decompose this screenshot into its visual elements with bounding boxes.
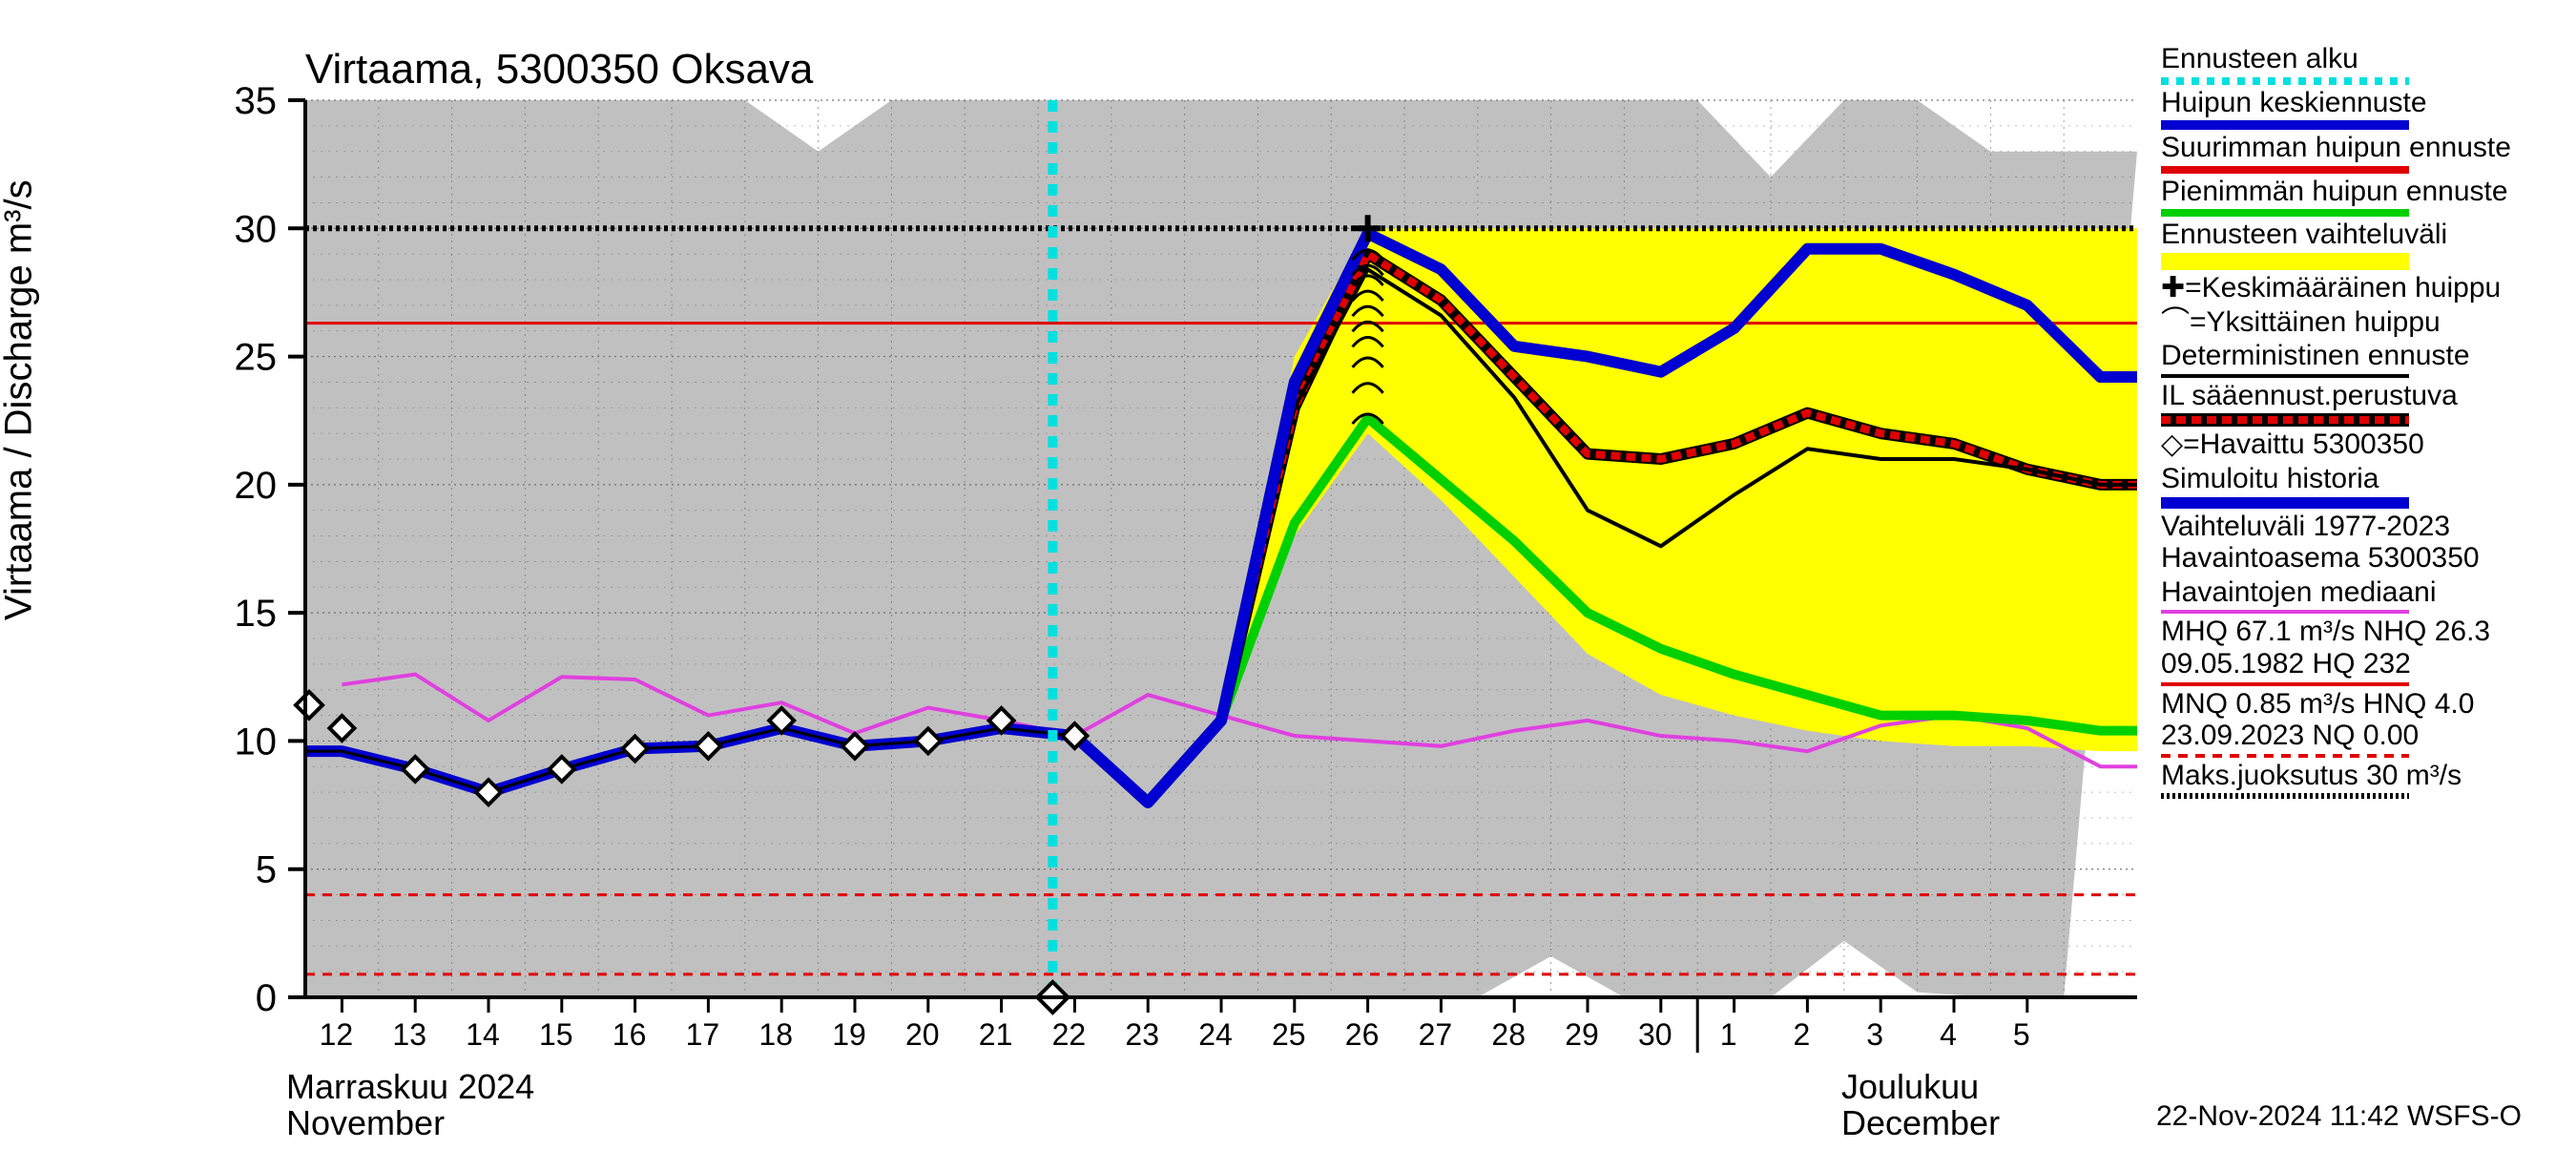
svg-text:35: 35 [235, 80, 278, 122]
svg-text:27: 27 [1419, 1017, 1453, 1052]
svg-text:25: 25 [235, 337, 278, 379]
svg-text:30: 30 [1638, 1017, 1672, 1052]
svg-text:21: 21 [979, 1017, 1013, 1052]
svg-text:15: 15 [539, 1017, 573, 1052]
svg-text:16: 16 [613, 1017, 647, 1052]
legend-entry: Ennusteen vaihteluväli [2161, 219, 2562, 270]
legend-entry: MNQ 0.85 m³/s HNQ 4.023.09.2023 NQ 0.00 [2161, 688, 2562, 758]
month1-en: November [286, 1105, 445, 1141]
svg-text:30: 30 [235, 208, 278, 250]
svg-text:22: 22 [1052, 1017, 1087, 1052]
svg-text:15: 15 [235, 593, 278, 635]
legend-entry: MHQ 67.1 m³/s NHQ 26.309.05.1982 HQ 232 [2161, 616, 2562, 685]
svg-text:28: 28 [1491, 1017, 1526, 1052]
svg-text:14: 14 [466, 1017, 500, 1052]
legend-entry: Havaintojen mediaani [2161, 576, 2562, 615]
legend-entry: Suurimman huipun ennuste [2161, 132, 2562, 174]
legend-entry: Maks.juoksutus 30 m³/s [2161, 760, 2562, 800]
timestamp-label: 22-Nov-2024 11:42 WSFS-O [2156, 1100, 2522, 1133]
month1-fi: Marraskuu 2024 [286, 1069, 534, 1105]
svg-text:18: 18 [758, 1017, 793, 1052]
svg-text:26: 26 [1345, 1017, 1380, 1052]
legend: Ennusteen alkuHuipun keskiennusteSuurimm… [2161, 43, 2562, 801]
svg-text:1: 1 [1720, 1017, 1737, 1052]
chart-title: Virtaama, 5300350 Oksava [305, 46, 813, 94]
legend-entry: Ennusteen alku [2161, 43, 2562, 85]
svg-text:29: 29 [1565, 1017, 1599, 1052]
svg-text:13: 13 [392, 1017, 426, 1052]
month2-en: December [1841, 1105, 2000, 1141]
svg-text:3: 3 [1866, 1017, 1883, 1052]
page-root: { "title": "Virtaama, 5300350 Oksava", "… [0, 0, 2576, 1145]
svg-text:2: 2 [1794, 1017, 1811, 1052]
legend-entry: IL sääennust.perustuva [2161, 380, 2562, 428]
svg-text:12: 12 [320, 1017, 354, 1052]
legend-entry: Vaihteluväli 1977-2023 Havaintoasema 530… [2161, 511, 2562, 575]
legend-entry: ✚=Keskimääräinen huippu [2161, 272, 2562, 304]
svg-text:5: 5 [256, 849, 277, 891]
svg-text:20: 20 [235, 465, 278, 507]
legend-entry: Simuloitu historia [2161, 463, 2562, 509]
svg-text:20: 20 [905, 1017, 940, 1052]
svg-text:4: 4 [1940, 1017, 1957, 1052]
month2-fi: Joulukuu [1841, 1069, 1979, 1105]
svg-text:24: 24 [1198, 1017, 1233, 1052]
svg-text:17: 17 [686, 1017, 720, 1052]
svg-text:0: 0 [256, 977, 277, 1019]
legend-entry: Huipun keskiennuste [2161, 87, 2562, 131]
legend-entry: Pienimmän huipun ennuste [2161, 176, 2562, 218]
svg-text:19: 19 [832, 1017, 866, 1052]
svg-text:10: 10 [235, 721, 278, 763]
legend-entry: ⌒=Yksittäinen huippu [2161, 306, 2562, 339]
svg-text:23: 23 [1125, 1017, 1159, 1052]
legend-entry: ◇=Havaittu 5300350 [2161, 429, 2562, 461]
svg-text:25: 25 [1272, 1017, 1306, 1052]
svg-text:5: 5 [2013, 1017, 2030, 1052]
legend-entry: Deterministinen ennuste [2161, 340, 2562, 378]
y-axis-label: Virtaama / Discharge m³/s [0, 179, 41, 620]
